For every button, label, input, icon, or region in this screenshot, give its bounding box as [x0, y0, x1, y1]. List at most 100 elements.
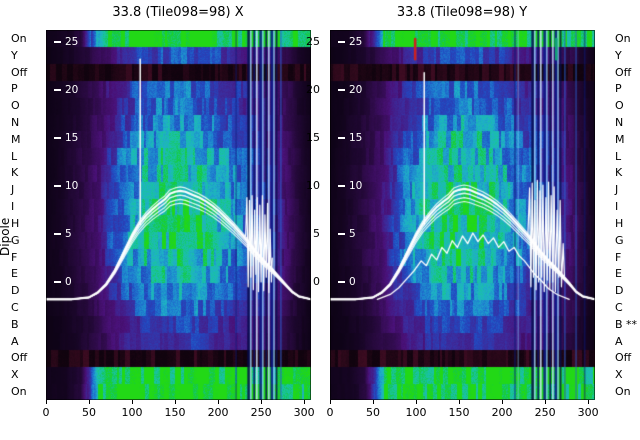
secondary-power-tick-label: 25 — [306, 35, 320, 48]
power-tick-label: 5 — [65, 227, 72, 240]
dipole-row-label-right: On — [615, 385, 631, 399]
power-tick-mark — [338, 89, 345, 91]
dipole-row-label-left: Off — [11, 65, 28, 79]
dipole-row-label-right: Off — [615, 65, 632, 79]
dipole-row-label-right: O — [615, 99, 624, 113]
power-tick: 25 — [54, 36, 78, 49]
dipole-row-label-right: Off — [615, 351, 632, 365]
x-tick-mark — [132, 400, 134, 404]
heatmap-panel-x — [46, 30, 311, 400]
x-tick-mark — [46, 400, 47, 404]
dipole-row-label-left: O — [11, 99, 20, 113]
x-tick-mark — [330, 400, 331, 404]
power-tick: 0 — [54, 276, 72, 289]
dipole-row-label-right: On — [615, 31, 631, 45]
secondary-power-tick-label: 5 — [313, 227, 320, 240]
x-tick-label: 200 — [207, 406, 229, 419]
x-tick-label: 100 — [405, 406, 427, 419]
x-tick-label: 250 — [534, 406, 556, 419]
power-tick-mark — [54, 233, 61, 235]
power-tick-label: 15 — [65, 131, 79, 144]
dipole-row-label-left: F — [11, 250, 18, 264]
dipole-row-label-left: A — [11, 334, 19, 348]
secondary-power-tick-label: 15 — [306, 131, 320, 144]
heatmap-panel-y — [330, 30, 595, 400]
power-tick-mark — [54, 137, 61, 139]
power-tick: 20 — [338, 84, 362, 97]
power-tick-mark — [338, 41, 345, 43]
power-tick-mark — [54, 281, 61, 283]
dipole-row-label-right: K — [615, 166, 623, 180]
dipole-axis-label: Dipole — [0, 217, 12, 256]
power-tick-label: 10 — [349, 179, 363, 192]
x-tick-mark — [218, 400, 220, 404]
power-tick-label: 0 — [349, 275, 356, 288]
dipole-row-label-left: M — [11, 132, 21, 146]
dipole-row-label-right: D — [615, 284, 624, 298]
dipole-row-label-left: C — [11, 301, 19, 314]
x-tick-label: 300 — [577, 406, 599, 419]
dipole-row-label-right: J — [615, 183, 619, 197]
dipole-row-label-right: X — [615, 368, 623, 382]
x-tick-label: 100 — [121, 406, 143, 419]
power-tick: 10 — [338, 180, 362, 193]
secondary-power-tick-label: 0 — [313, 275, 320, 288]
power-tick-label: 25 — [65, 35, 79, 48]
power-tick-label: 5 — [349, 227, 356, 240]
dipole-row-label-right: H — [615, 216, 624, 230]
power-tick-label: 25 — [349, 35, 363, 48]
x-tick-mark — [588, 400, 590, 404]
dipole-row-label-right: I — [615, 200, 619, 214]
power-tick: 0 — [338, 276, 356, 289]
power-tick-mark — [338, 233, 345, 235]
x-tick-label: 150 — [448, 406, 470, 419]
dipole-row-label-left: N — [11, 116, 20, 129]
dipole-row-label-left: K — [11, 166, 19, 180]
x-tick-label: 0 — [326, 406, 334, 419]
dipole-row-label-right: P — [615, 82, 622, 96]
x-tick-label: 250 — [250, 406, 272, 419]
x-tick-mark — [545, 400, 547, 404]
dipole-row-label-right: G — [615, 233, 624, 247]
dipole-row-label-right: N — [615, 116, 624, 129]
x-tick-label: 200 — [491, 406, 513, 419]
dipole-row-label-left: P — [11, 82, 18, 96]
dipole-row-label-right: E — [615, 267, 622, 281]
secondary-power-tick-label: 20 — [306, 83, 320, 96]
x-tick-mark — [416, 400, 418, 404]
power-tick: 15 — [54, 132, 78, 145]
power-tick: 5 — [338, 228, 356, 241]
dipole-row-label-left: I — [11, 200, 15, 214]
power-tick-label: 20 — [65, 83, 79, 96]
power-tick-mark — [338, 281, 345, 283]
x-tick-mark — [304, 400, 306, 404]
x-tick-mark — [373, 400, 375, 404]
dipole-row-label-right: A — [615, 334, 623, 348]
dipole-row-label-right: F — [615, 250, 622, 264]
power-tick: 10 — [54, 180, 78, 193]
power-tick-label: 0 — [65, 275, 72, 288]
power-tick: 20 — [54, 84, 78, 97]
power-tick: 5 — [54, 228, 72, 241]
x-tick-mark — [502, 400, 504, 404]
power-tick: 25 — [338, 36, 362, 49]
dipole-row-label-left: G — [11, 233, 20, 247]
power-tick-mark — [54, 89, 61, 91]
power-tick-mark — [54, 41, 61, 43]
x-tick-mark — [175, 400, 177, 404]
power-tick-label: 20 — [349, 83, 363, 96]
x-tick-mark — [261, 400, 263, 404]
dipole-row-label-left: L — [11, 149, 18, 163]
x-tick-label: 50 — [82, 406, 97, 419]
x-tick-label: 150 — [164, 406, 186, 419]
x-tick-label: 0 — [42, 406, 50, 419]
dipole-row-label-right: L — [615, 149, 622, 163]
dipole-row-label-right: B ** — [615, 317, 638, 331]
x-tick-label: 300 — [293, 406, 315, 419]
secondary-power-tick-label: 10 — [306, 179, 320, 192]
dipole-row-label-right: M — [615, 132, 625, 146]
power-tick-mark — [54, 185, 61, 187]
dipole-row-label-right: C — [615, 301, 623, 314]
dipole-row-label-left: On — [11, 31, 27, 45]
